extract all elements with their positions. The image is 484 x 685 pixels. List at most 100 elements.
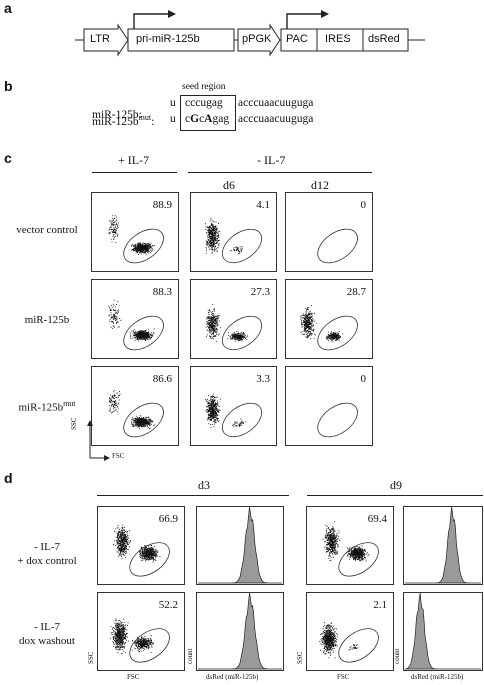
plot-c-r1-c3: 0 [285,192,373,272]
gate-percent: 52.2 [158,599,178,611]
row-label-dox-control: - IL-7 + dox control [2,540,92,568]
plot-d-r2-hist-d3 [196,592,284,671]
seed-mut-A: A [204,113,213,125]
row-label-vector-control: vector control [16,224,78,236]
col-header-d9: d9 [390,478,402,492]
col-header-plus-il7: + IL-7 [118,153,150,167]
histogram-curve [404,593,481,670]
seq-suffix-mut: acccuaacuuguga [238,113,314,125]
gate-ellipse [338,542,379,577]
row-label-dox-control-l2: + dox control [17,555,77,567]
panel-label-c: c [4,150,12,166]
scatter-svg [322,521,379,577]
row-label-dox-control-l1: - IL-7 [34,541,60,553]
axis-ssc-c: SSC [70,417,78,430]
plot-c-r3-c1: 86.6 [91,366,179,446]
gate-percent: 0 [360,373,367,385]
gate-percent: 69.4 [367,513,387,525]
gate-ellipse [129,542,170,577]
scatter-svg [108,215,164,264]
gate-percent: 66.9 [158,513,178,525]
construct-ppgk: pPGK [242,33,272,45]
plot-c-r1-c1: 88.9 [91,192,179,272]
scatter-svg [317,228,358,264]
col-rule-d3 [97,495,289,496]
scatter-svg [108,299,164,351]
plot-d-r2-scatter-d9: 2.1 [306,592,394,671]
row-label-mir125b: miR-125b [24,314,70,326]
row-label-mir125b-mut: miR-125bmut [2,397,92,415]
row-label-dox-washout-l1: - IL-7 [34,621,60,633]
histogram-curve [405,507,481,584]
scatter-svg [205,393,263,438]
construct-ltr: LTR [90,33,110,45]
construct-pac: PAC [286,33,308,45]
plot-c-r3-c3: 0 [285,366,373,446]
row-label-mut-sup: mut [63,399,76,408]
gate-ellipse [123,402,164,438]
plot-d-r1-scatter-d3: 66.9 [97,506,185,585]
scatter-svg [108,389,164,438]
gate-percent: 88.3 [152,286,172,298]
col-rule-d9 [307,495,483,496]
gate-percent: 88.9 [152,199,172,211]
seq-prefix-wt: u [170,97,176,109]
gate-percent: 4.1 [256,199,270,211]
gate-percent: 86.6 [152,373,172,385]
gate-ellipse [221,402,263,438]
gate-percent: 2.1 [373,599,387,611]
plot-c-r3-c2: 3.3 [190,366,277,446]
plot-c-r2-c1: 88.3 [91,279,179,359]
plot-c-r2-c2: 27.3 [190,279,277,359]
construct-ires: IRES [325,33,351,45]
scatter-svg [317,402,358,438]
gate-ellipse [221,228,263,264]
scatter-svg [205,217,263,264]
histogram-svg [405,507,481,584]
gate-percent: 0 [360,199,367,211]
histogram-curve [198,593,282,670]
sub-header-d12: d12 [311,178,329,192]
construct-dsred: dsRed [368,33,400,45]
seq-name-wt: miR-125b: [92,109,142,121]
histogram-svg [404,593,481,670]
gate-ellipse [123,228,164,264]
axis-count-d2: count [393,648,401,664]
gate-percent: 27.3 [250,286,270,298]
seed-mut-c1: c [185,113,191,125]
histogram-curve [198,507,282,584]
plot-d-r2-hist-d9 [403,592,483,671]
row-label-dox-washout: - IL-7 dox washout [2,620,92,648]
panel-label-a: a [4,0,12,16]
axis-fsc-d1: FSC [127,673,140,681]
scatter-svg [113,524,170,577]
gate-ellipse [317,315,358,351]
scatter-svg [205,304,263,351]
panel-label-b: b [4,78,13,94]
axis-dsred-d2: dsRed (miR-125b) [411,673,464,681]
seq-name-mut: miR-125bmut: [92,113,154,128]
axis-indicator-c [87,420,110,461]
row-label-mut-base: miR-125b [18,401,64,414]
plot-c-r2-c3: 28.7 [285,279,373,359]
seed-mut-c2: c [199,113,205,125]
construct-pri-mir: pri-miR-125b [136,33,200,45]
seq-suffix-wt: acccuaacuuguga [238,97,314,109]
col-header-d3: d3 [198,478,210,492]
seq-name-mut-colon: : [151,115,155,128]
axis-dsred-d1: dsRed (miR-125b) [206,673,259,681]
scatter-svg [110,618,170,663]
col-rule-minus-il7 [188,172,372,173]
col-rule-plus-il7 [92,172,177,173]
axis-fsc-c: FSC [112,452,125,460]
seq-name-mut-sup: mut [138,113,152,122]
axis-count-d1: count [186,648,194,664]
gate-ellipse [123,315,164,351]
plot-c-r1-c2: 4.1 [190,192,277,272]
seed-mut-G: G [190,113,200,125]
seq-row-wt: miR-125b: [92,97,142,121]
col-header-minus-il7: - IL-7 [257,153,286,167]
plot-d-r1-hist-d3 [196,506,284,585]
seed-region-label: seed region [182,82,226,92]
seed-mut-gag: gag [212,113,230,125]
